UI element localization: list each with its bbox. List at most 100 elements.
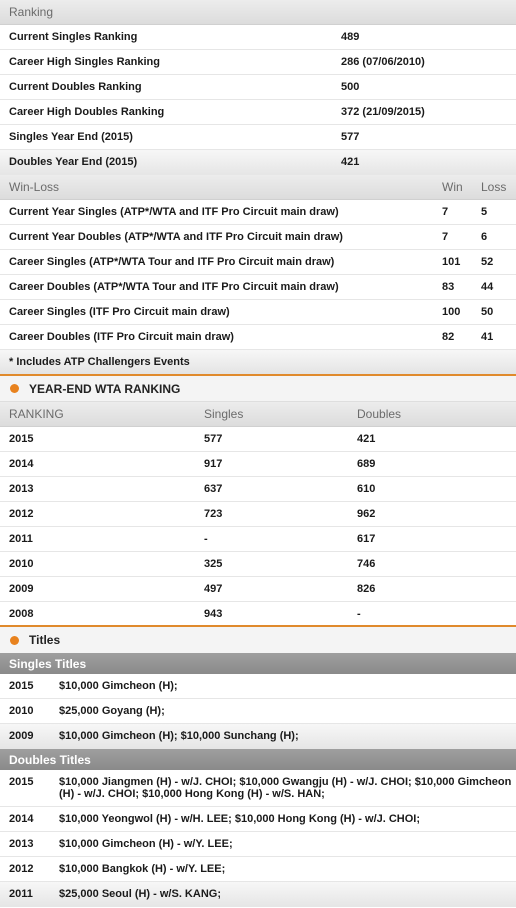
row-label: Career High Doubles Ranking <box>9 106 165 118</box>
table-row: Career Singles (ATP*/WTA Tour and ITF Pr… <box>0 250 516 275</box>
year-cell: 2011 <box>9 533 33 545</box>
singles-cell: 723 <box>204 508 223 520</box>
loss-column-header: Loss <box>481 180 507 194</box>
doubles-cell: - <box>357 607 361 620</box>
bullet-dot-icon <box>10 384 19 393</box>
year-cell: 2009 <box>9 583 34 595</box>
title-cell: $10,000 Bangkok (H) - w/Y. LEE; <box>59 863 226 875</box>
row-label: Career Doubles (ATP*/WTA Tour and ITF Pr… <box>9 281 339 293</box>
doubles-cell: 689 <box>357 458 376 470</box>
row-label: Career High Singles Ranking <box>9 56 160 68</box>
table-row: 2015 577 421 <box>0 427 516 452</box>
row-label: Current Doubles Ranking <box>9 81 142 93</box>
singles-cell: 325 <box>204 558 223 570</box>
year-cell: 2014 <box>9 458 34 470</box>
table-row: 2014 $10,000 Yeongwol (H) - w/H. LEE; $1… <box>0 807 516 832</box>
ranking-header: Ranking <box>0 0 516 25</box>
doubles-cell: 746 <box>357 558 376 570</box>
row-label: Current Year Singles (ATP*/WTA and ITF P… <box>9 206 339 218</box>
row-value: 489 <box>341 31 360 43</box>
footnote: * Includes ATP Challengers Events <box>0 350 516 376</box>
row-label: Current Singles Ranking <box>9 31 138 43</box>
table-row: 2014 917 689 <box>0 452 516 477</box>
table-row: Singles Year End (2015) 577 <box>0 125 516 150</box>
singles-column-header: Singles <box>204 407 244 421</box>
section-title: YEAR-END WTA RANKING <box>29 381 181 396</box>
row-label: Doubles Year End (2015) <box>9 156 138 168</box>
table-row: Current Year Doubles (ATP*/WTA and ITF P… <box>0 225 516 250</box>
row-value: 286 (07/06/2010) <box>341 56 425 68</box>
loss-value: 41 <box>481 331 494 343</box>
singles-cell: 577 <box>204 433 223 445</box>
winloss-header-label: Win-Loss <box>9 180 60 194</box>
table-row: 2010 $25,000 Goyang (H); <box>0 699 516 724</box>
year-end-column-headers: RANKING Singles Doubles <box>0 402 516 427</box>
doubles-titles-header: Doubles Titles <box>0 749 516 770</box>
table-row: 2013 637 610 <box>0 477 516 502</box>
loss-value: 50 <box>481 306 494 318</box>
table-row: 2008 943 - <box>0 602 516 627</box>
table-row: Career Singles (ITF Pro Circuit main dra… <box>0 300 516 325</box>
ranking-column-header: RANKING <box>9 407 64 421</box>
table-row: 2009 $10,000 Gimcheon (H); $10,000 Sunch… <box>0 724 516 749</box>
singles-titles-label: Singles Titles <box>9 656 87 671</box>
row-value: 500 <box>341 81 360 93</box>
singles-cell: - <box>204 533 208 545</box>
table-row: Career Doubles (ITF Pro Circuit main dra… <box>0 325 516 350</box>
ranking-header-label: Ranking <box>9 5 54 19</box>
win-value: 100 <box>442 306 461 318</box>
win-value: 7 <box>442 231 449 243</box>
table-row: Career Doubles (ATP*/WTA Tour and ITF Pr… <box>0 275 516 300</box>
year-cell: 2015 <box>9 433 34 445</box>
singles-cell: 637 <box>204 483 223 495</box>
loss-value: 5 <box>481 206 488 218</box>
doubles-cell: 617 <box>357 533 376 545</box>
title-cell: $10,000 Gimcheon (H); <box>59 680 178 692</box>
table-row: Current Singles Ranking 489 <box>0 25 516 50</box>
title-cell: $25,000 Seoul (H) - w/S. KANG; <box>59 888 221 900</box>
table-row: 2009 497 826 <box>0 577 516 602</box>
doubles-column-header: Doubles <box>357 407 402 421</box>
win-value: 82 <box>442 331 455 343</box>
title-cell: $25,000 Goyang (H); <box>59 705 165 717</box>
table-row: Career High Singles Ranking 286 (07/06/2… <box>0 50 516 75</box>
year-cell: 2010 <box>9 705 34 717</box>
year-cell: 2015 <box>9 776 34 788</box>
row-label: Career Doubles (ITF Pro Circuit main dra… <box>9 331 234 343</box>
year-cell: 2009 <box>9 730 34 742</box>
loss-value: 6 <box>481 231 488 243</box>
singles-cell: 497 <box>204 583 223 595</box>
year-end-section-header: YEAR-END WTA RANKING <box>0 376 516 402</box>
row-value: 421 <box>341 156 360 168</box>
doubles-cell: 610 <box>357 483 376 495</box>
table-row: 2010 325 746 <box>0 552 516 577</box>
year-cell: 2011 <box>9 888 33 900</box>
year-cell: 2010 <box>9 558 34 570</box>
year-cell: 2012 <box>9 508 34 520</box>
table-row: 2012 $10,000 Bangkok (H) - w/Y. LEE; <box>0 857 516 882</box>
table-row: Current Doubles Ranking 500 <box>0 75 516 100</box>
win-value: 101 <box>442 256 461 268</box>
footnote-text: * Includes ATP Challengers Events <box>9 356 190 368</box>
title-cell: $10,000 Jiangmen (H) - w/J. CHOI; $10,00… <box>59 776 512 800</box>
title-cell: $10,000 Yeongwol (H) - w/H. LEE; $10,000… <box>59 813 421 825</box>
table-row: Current Year Singles (ATP*/WTA and ITF P… <box>0 200 516 225</box>
row-value: 372 (21/09/2015) <box>341 106 425 118</box>
year-cell: 2012 <box>9 863 34 875</box>
title-cell: $10,000 Gimcheon (H); $10,000 Sunchang (… <box>59 730 299 742</box>
winloss-header: Win-Loss Win Loss <box>0 175 516 200</box>
year-cell: 2015 <box>9 680 34 692</box>
table-row: 2012 723 962 <box>0 502 516 527</box>
win-column-header: Win <box>442 180 463 194</box>
titles-section-header: Titles <box>0 627 516 653</box>
win-value: 7 <box>442 206 449 218</box>
row-label: Singles Year End (2015) <box>9 131 133 143</box>
year-cell: 2014 <box>9 813 34 825</box>
year-cell: 2008 <box>9 607 34 620</box>
year-cell: 2013 <box>9 838 34 850</box>
row-label: Current Year Doubles (ATP*/WTA and ITF P… <box>9 231 343 243</box>
singles-cell: 917 <box>204 458 223 470</box>
year-cell: 2013 <box>9 483 34 495</box>
doubles-cell: 962 <box>357 508 376 520</box>
